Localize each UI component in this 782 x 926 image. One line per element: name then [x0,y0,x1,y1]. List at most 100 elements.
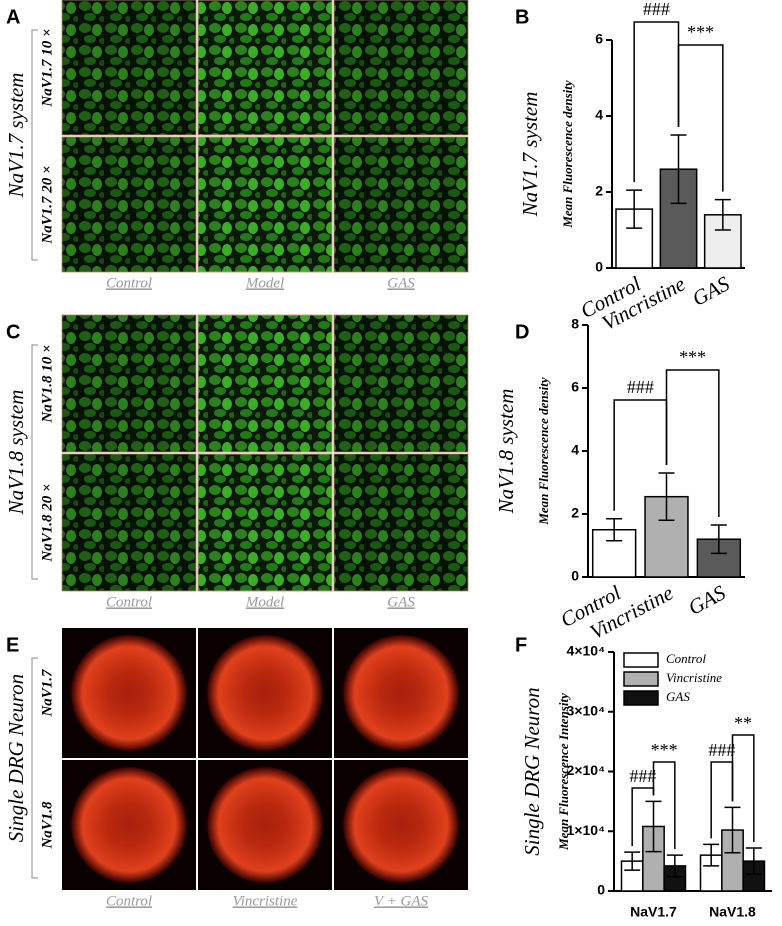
annotation: ### [708,740,735,760]
micrograph-shade [334,454,468,591]
neuron [71,767,187,883]
y-tick-label: 0 [595,259,603,275]
error-bar [724,806,741,854]
y-tick-label: 4 [571,442,579,458]
legend-swatch [623,652,659,668]
column-label: GAS [387,594,415,610]
annotation: *** [679,347,706,367]
column-label: Control [106,275,152,291]
micrograph-shade [198,315,332,452]
annotation: ### [629,766,656,786]
error-bar [714,198,731,231]
error-bar [626,189,643,229]
significance-bracket [731,734,755,842]
y-tick-label: 1×10⁴ [567,822,606,838]
column-label: V + GAS [374,893,429,909]
neuron [71,635,187,751]
panel-letter: C [6,321,20,343]
row-label: NaV1.7 [39,669,55,718]
row-label: NaV1.8 20 × [39,483,55,562]
row-label: NaV1.7 20 × [39,165,55,244]
micrograph [333,453,469,592]
neuron [207,767,323,883]
micrograph [333,0,469,136]
error-bar [745,847,762,876]
micrograph-shade [62,137,196,272]
column-label: Model [245,275,284,291]
bracket [31,657,38,879]
y-tick-label: 4×10⁴ [567,643,606,659]
column-label: Model [245,594,284,610]
micrograph-shade [334,137,468,272]
y-axis-label: Mean Fluorescence density [536,377,551,526]
error-bar [666,854,683,878]
micrograph-shade [334,315,468,452]
x-tick-label: NaV1.8 [709,904,756,920]
legend-swatch [623,690,659,706]
error-bar [703,843,720,867]
neuron [343,635,459,751]
micrograph-shade [198,137,332,272]
bracket [31,29,38,261]
panel-letter: B [515,6,529,28]
x-tick-label: GAS [688,271,734,310]
panel-letter: E [6,634,19,656]
significance-bracket [710,761,734,839]
column-label: Control [106,893,152,909]
error-bar [624,851,641,871]
panel-letter: A [6,6,20,28]
micrograph-shade [198,454,332,591]
annotation: *** [651,740,678,760]
y-tick-label: 2 [571,505,579,521]
y-tick-label: 0 [571,568,579,584]
legend-label: GAS [666,689,690,704]
row-label: NaV1.8 [39,801,55,850]
column-label: Control [106,594,152,610]
micrograph [197,314,333,453]
y-tick-label: 6 [595,31,603,47]
column-label: GAS [387,275,415,291]
y-tick-label: 0 [597,882,605,898]
y-tick-label: 2×10⁴ [567,762,606,778]
micrograph-shade [62,454,196,591]
micrograph-shade [62,315,196,452]
micrograph [61,0,197,136]
annotation: ** [734,713,752,733]
panel-letter: D [515,321,529,343]
side-label: NaV1.8 system [4,390,28,516]
micrograph [333,314,469,453]
micrograph [197,453,333,592]
micrograph [61,136,197,273]
micrograph [61,314,197,453]
significance-bracket [652,761,676,850]
error-bar [670,134,687,205]
significance-bracket [613,399,668,511]
side-label: NaV1.7 system [518,92,542,218]
x-tick-label: NaV1.7 [630,904,677,920]
micrograph [61,453,197,592]
panel-letter: F [515,634,527,656]
y-tick-label: 4 [595,107,603,123]
column-label: Vincristine [233,893,298,909]
x-tick-label: GAS [684,580,730,619]
error-bar [658,472,675,522]
legend-label: Vincristine [666,670,722,685]
significance-bracket [677,44,724,192]
annotation: ### [643,0,670,19]
error-bar [606,517,623,542]
error-bar [645,800,662,853]
annotation: *** [687,22,714,42]
significance-bracket [633,21,680,183]
neuron [207,635,323,751]
micrograph-shade [62,0,196,135]
legend-label: Control [666,651,706,666]
row-label: NaV1.8 10 × [39,344,55,423]
row-label: NaV1.7 10 × [39,28,55,107]
side-label: NaV1.7 system [4,73,28,199]
y-tick-label: 8 [571,316,579,332]
y-tick-label: 2 [595,183,603,199]
significance-bracket [665,369,720,518]
y-axis-label: Mean Fluorescence density [560,80,575,229]
error-bar [710,524,727,555]
